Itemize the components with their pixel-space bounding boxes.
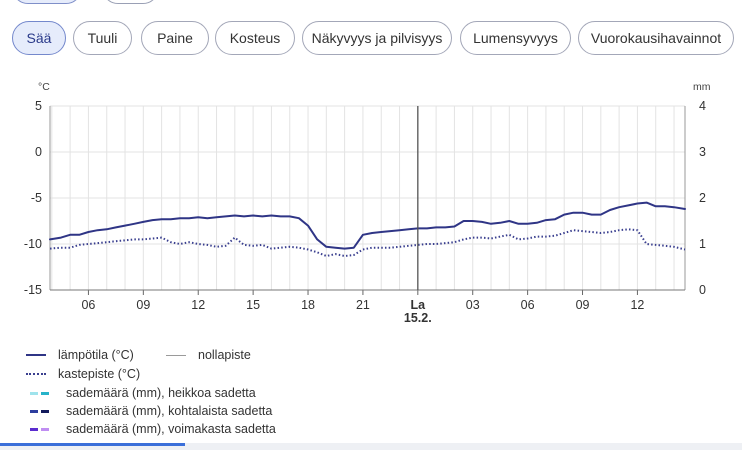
legend-temperature: lämpötila (°C): [26, 347, 134, 363]
page-scroll-indicator: [0, 443, 185, 446]
x-tick-label: 09: [136, 298, 150, 312]
tab-bar: Sää Tuuli Paine Kosteus Näkyvyys ja pilv…: [0, 21, 742, 57]
tab-tuuli[interactable]: Tuuli: [73, 21, 132, 55]
scrolled-tab-active[interactable]: [12, 0, 82, 4]
tab-paine[interactable]: Paine: [141, 21, 209, 55]
left-tick-label: -10: [24, 237, 42, 251]
series: [49, 201, 686, 257]
x-tick-label: 03: [466, 298, 480, 312]
left-tick-label: -15: [24, 283, 42, 297]
left-unit-label: °C: [38, 81, 50, 93]
temperature-line: [49, 201, 686, 250]
right-tick-label: 3: [699, 145, 706, 159]
legend-rain-light-label: sademäärä (mm), heikkoa sadetta: [66, 386, 256, 400]
page-scroll-track: [0, 443, 742, 450]
legend-zero-label: nollapiste: [198, 348, 251, 362]
tab-vuorokausihavainnot[interactable]: Vuorokausihavainnot: [578, 21, 734, 55]
legend-rain-heavy: sademäärä (mm), voimakasta sadetta: [26, 421, 276, 437]
right-tick-label: 4: [699, 99, 706, 113]
legend-rain-moderate-label: sademäärä (mm), kohtalaista sadetta: [66, 404, 273, 418]
right-tick-label: 1: [699, 237, 706, 251]
solid-line-swatch: [26, 354, 46, 356]
tab-saa[interactable]: Sää: [12, 21, 66, 55]
x-tick-label: La: [411, 298, 427, 312]
scrolled-tab-row: [0, 0, 742, 6]
legend-rain-moderate: sademäärä (mm), kohtalaista sadetta: [26, 403, 272, 419]
x-tick-label: 06: [81, 298, 95, 312]
day-date-label: 15.2.: [404, 311, 432, 325]
x-tick-label: 06: [521, 298, 535, 312]
thin-line-swatch: [166, 354, 186, 356]
scrolled-tab[interactable]: [102, 0, 159, 4]
x-tick-label: 15: [246, 298, 260, 312]
legend-dewpoint-label: kastepiste (°C): [58, 367, 141, 381]
x-tick-label: 09: [576, 298, 590, 312]
right-tick-label: 2: [699, 191, 706, 205]
rain-light-swatch: [30, 391, 50, 395]
dewpoint-line: [49, 228, 686, 257]
rain-heavy-swatch: [30, 427, 50, 431]
x-tick-label: 12: [630, 298, 644, 312]
tab-nakyvyys[interactable]: Näkyvyys ja pilvisyys: [302, 21, 452, 55]
legend-rain-heavy-label: sademäärä (mm), voimakasta sadetta: [66, 422, 276, 436]
right-unit-label: mm: [693, 81, 711, 93]
legend-temperature-label: lämpötila (°C): [58, 348, 134, 362]
right-tick-label: 0: [699, 283, 706, 297]
axes: [49, 106, 686, 295]
x-tick-label: 21: [356, 298, 370, 312]
left-tick-label: 5: [35, 99, 42, 113]
dotted-line-swatch: [26, 373, 46, 375]
x-tick-label: 18: [301, 298, 315, 312]
grid: [50, 105, 685, 290]
legend-rain-light: sademäärä (mm), heikkoa sadetta: [26, 385, 256, 401]
left-tick-label: -5: [31, 191, 42, 205]
left-tick-label: 0: [35, 145, 42, 159]
legend-dewpoint: kastepiste (°C): [26, 366, 140, 382]
x-tick-label: 12: [191, 298, 205, 312]
rain-moderate-swatch: [30, 409, 50, 413]
tab-lumensyvyys[interactable]: Lumensyvyys: [460, 21, 571, 55]
legend-zero-line: nollapiste: [166, 347, 251, 363]
tab-kosteus[interactable]: Kosteus: [215, 21, 295, 55]
